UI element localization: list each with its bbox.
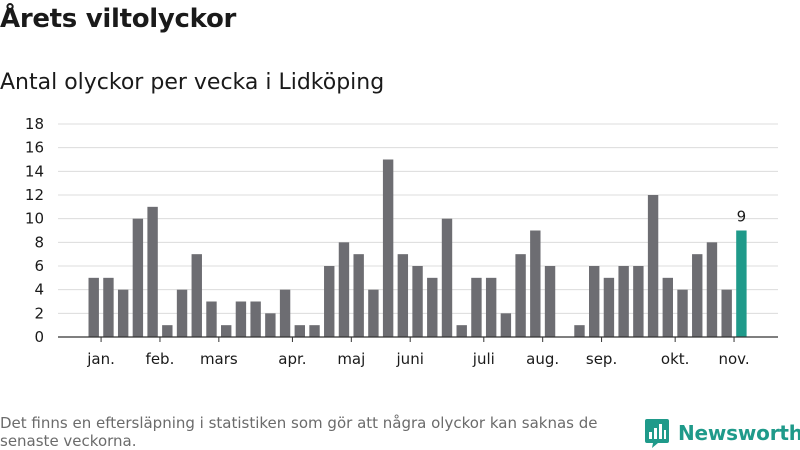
y-tick-label: 8 [34, 233, 44, 251]
bar [324, 266, 335, 337]
bar [191, 254, 202, 337]
x-tick-label: sep. [586, 350, 617, 368]
y-tick-label: 0 [34, 328, 44, 346]
bar [574, 325, 585, 337]
bar [544, 266, 556, 337]
y-tick-label: 16 [25, 139, 44, 157]
data-label: 9 [737, 208, 747, 226]
x-tick-label: jan. [86, 350, 115, 368]
bar [589, 266, 600, 337]
bar [471, 277, 482, 337]
bar [309, 325, 320, 337]
chart-subtitle: Antal olyckor per vecka i Lidköping [0, 70, 385, 95]
bar [132, 218, 144, 337]
chart-title: Årets viltolyckor [0, 4, 237, 34]
bar [692, 254, 703, 337]
highlight-bar [736, 230, 747, 337]
x-tick-label: feb. [146, 350, 175, 368]
bar [603, 277, 615, 337]
bar [338, 242, 350, 337]
x-tick-label: mars [200, 350, 238, 368]
bar [412, 266, 423, 337]
bar [677, 289, 688, 337]
bar [265, 313, 276, 337]
bar [147, 206, 158, 337]
x-tick-label: nov. [718, 350, 749, 368]
bar [485, 277, 497, 337]
bar [235, 301, 247, 337]
bar-chart-logo-icon [645, 419, 669, 448]
x-tick-label: maj [337, 350, 365, 368]
x-tick-label: okt. [661, 350, 690, 368]
x-tick-label: aug. [526, 350, 559, 368]
bar [706, 242, 718, 337]
brand-name: Newsworthy [678, 421, 800, 445]
bar [427, 277, 438, 337]
bar [221, 325, 232, 337]
bar [618, 266, 629, 337]
y-tick-label: 12 [25, 186, 44, 204]
bar [294, 325, 305, 337]
bar [103, 277, 114, 337]
bar [721, 289, 732, 337]
bar [530, 230, 541, 337]
y-tick-label: 10 [25, 210, 44, 228]
bar [206, 301, 217, 337]
x-tick-label: apr. [278, 350, 306, 368]
x-tick-label: juni [396, 350, 424, 368]
bar [397, 254, 409, 337]
bar [515, 254, 526, 337]
bar-chart: 0 2 4 6 8 10 12 14 16 18 jan. feb. mars apr. maj juni ju… [25, 115, 778, 368]
y-tick-label: 14 [25, 162, 44, 180]
y-tick-label: 18 [25, 115, 44, 133]
x-tick-label: juli [472, 350, 495, 368]
y-tick-label: 6 [34, 257, 44, 275]
y-tick-label: 4 [34, 281, 44, 299]
bar [500, 313, 512, 337]
bar [382, 159, 394, 337]
bar [250, 301, 261, 337]
bar [456, 325, 467, 337]
bar [647, 195, 659, 337]
bar [662, 277, 673, 337]
bar [162, 325, 173, 337]
bar [368, 289, 379, 337]
bar [353, 254, 364, 337]
footnote: Det finns en eftersläpning i statistiken… [0, 414, 598, 450]
bar [441, 218, 453, 337]
bar [176, 289, 188, 337]
bar [279, 289, 291, 337]
bar [633, 266, 644, 337]
brand[interactable]: Newsworthy [644, 418, 800, 448]
bar [117, 289, 129, 337]
y-tick-label: 2 [34, 304, 44, 322]
bar [88, 277, 99, 337]
